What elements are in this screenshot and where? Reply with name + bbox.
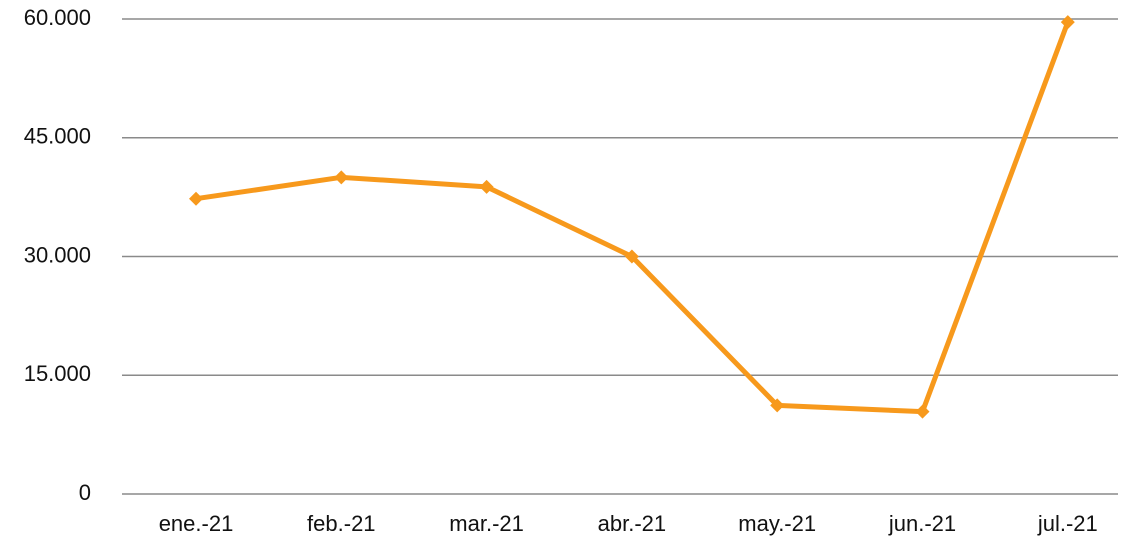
- x-tick-label: feb.-21: [307, 511, 376, 536]
- x-tick-label: may.-21: [738, 511, 816, 536]
- y-tick-label: 15.000: [24, 361, 91, 386]
- x-tick-label: abr.-21: [598, 511, 667, 536]
- x-tick-label: ene.-21: [159, 511, 234, 536]
- data-point: [915, 404, 930, 419]
- data-point: [334, 170, 349, 185]
- x-tick-label: mar.-21: [449, 511, 524, 536]
- data-point: [1060, 15, 1075, 30]
- y-tick-label: 30.000: [24, 242, 91, 267]
- y-tick-label: 60.000: [24, 5, 91, 30]
- y-tick-label: 45.000: [24, 124, 91, 149]
- data-line: [195, 21, 1071, 415]
- data-point: [770, 398, 785, 413]
- x-tick-label: jun.-21: [888, 511, 956, 536]
- data-point: [189, 191, 203, 206]
- data-point: [624, 249, 639, 264]
- y-tick-label: 0: [79, 480, 91, 505]
- data-point: [479, 179, 494, 194]
- x-tick-label: jul.-21: [1037, 511, 1098, 536]
